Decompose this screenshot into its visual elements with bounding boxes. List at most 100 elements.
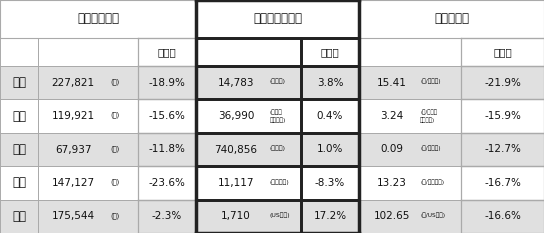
Text: (香港ドル): (香港ドル) [269,179,289,185]
Bar [38,38,138,66]
Bar [38,66,138,99]
Text: 台湾: 台湾 [12,110,26,123]
Text: -15.6%: -15.6% [149,111,186,121]
Text: (円/ニュー: (円/ニュー [420,110,437,115]
Text: 台湾ドル): 台湾ドル) [420,118,435,123]
Bar [196,99,301,133]
Bar [301,99,359,133]
Bar [359,38,461,66]
Text: 15.41: 15.41 [376,78,406,88]
Bar [138,133,196,166]
Bar [461,133,544,166]
Bar [138,166,196,200]
Bar [138,66,196,99]
Bar [0,166,38,200]
Text: 前年比: 前年比 [320,47,339,57]
Text: -11.8%: -11.8% [149,144,186,154]
Text: 0.09: 0.09 [380,144,403,154]
Bar [138,200,196,233]
Bar [38,99,138,133]
Text: (円): (円) [110,212,119,219]
Text: -18.9%: -18.9% [149,78,186,88]
Text: -8.3%: -8.3% [315,178,345,188]
Bar [196,38,301,66]
Text: (ウォン): (ウォン) [269,146,286,151]
Text: (円/ウォン): (円/ウォン) [420,146,441,151]
Bar [461,166,544,200]
Text: (円/USドル): (円/USドル) [420,212,446,218]
Text: 119,921: 119,921 [52,111,95,121]
Bar [301,66,359,99]
Bar [301,38,359,66]
Text: (円): (円) [110,112,119,118]
Bar [301,133,359,166]
Text: (ニュー: (ニュー [269,110,282,115]
Text: 前年比: 前年比 [158,47,176,57]
Text: 17.2%: 17.2% [313,211,347,221]
Text: 14,783: 14,783 [218,78,254,88]
Bar [0,200,38,233]
Text: 1,710: 1,710 [221,211,251,221]
Text: 147,127: 147,127 [52,178,95,188]
Text: -16.6%: -16.6% [484,211,521,221]
Text: 前年比: 前年比 [493,47,512,57]
Bar [196,66,301,99]
Text: (円): (円) [110,145,119,152]
Text: 67,937: 67,937 [55,144,91,154]
Text: 現地通貨ベース: 現地通貨ベース [253,13,302,25]
Bar [196,133,301,166]
Text: -15.9%: -15.9% [484,111,521,121]
Text: 米国: 米国 [12,210,26,223]
Text: (円/香港ドル): (円/香港ドル) [420,179,444,185]
Bar [0,38,38,66]
Bar [461,99,544,133]
Text: 台湾ドル): 台湾ドル) [269,118,286,123]
Bar [461,38,544,66]
Text: 日本円ベース: 日本円ベース [77,13,119,25]
Bar [0,99,38,133]
Text: 0.4%: 0.4% [317,111,343,121]
Text: -12.7%: -12.7% [484,144,521,154]
Bar [359,99,461,133]
Text: -16.7%: -16.7% [484,178,521,188]
Bar [301,166,359,200]
Text: 韓国: 韓国 [12,143,26,156]
Text: 36,990: 36,990 [218,111,254,121]
Text: (円): (円) [110,179,119,185]
Text: 3.8%: 3.8% [317,78,343,88]
Bar [38,133,138,166]
Text: (円/人民元): (円/人民元) [420,79,441,85]
Bar [196,0,359,38]
Text: (人民元): (人民元) [269,79,286,85]
Bar [0,133,38,166]
Text: -21.9%: -21.9% [484,78,521,88]
Text: (USドル): (USドル) [269,212,290,218]
Bar [196,200,301,233]
Text: 中国: 中国 [12,76,26,89]
Text: 175,544: 175,544 [52,211,95,221]
Bar [0,0,196,38]
Bar [359,0,544,38]
Bar [359,133,461,166]
Bar [38,166,138,200]
Text: 227,821: 227,821 [52,78,95,88]
Bar [301,200,359,233]
Bar [359,166,461,200]
Text: 11,117: 11,117 [218,178,254,188]
Bar [0,66,38,99]
Text: 102.65: 102.65 [373,211,410,221]
Text: 1.0%: 1.0% [317,144,343,154]
Text: 為替レート: 為替レート [434,13,469,25]
Text: 740,856: 740,856 [214,144,257,154]
Bar [138,38,196,66]
Text: 3.24: 3.24 [380,111,403,121]
Bar [38,200,138,233]
Text: 香港: 香港 [12,176,26,189]
Bar [461,200,544,233]
Bar [359,200,461,233]
Text: -2.3%: -2.3% [152,211,182,221]
Bar [359,66,461,99]
Bar [461,66,544,99]
Bar [138,99,196,133]
Bar [196,166,301,200]
